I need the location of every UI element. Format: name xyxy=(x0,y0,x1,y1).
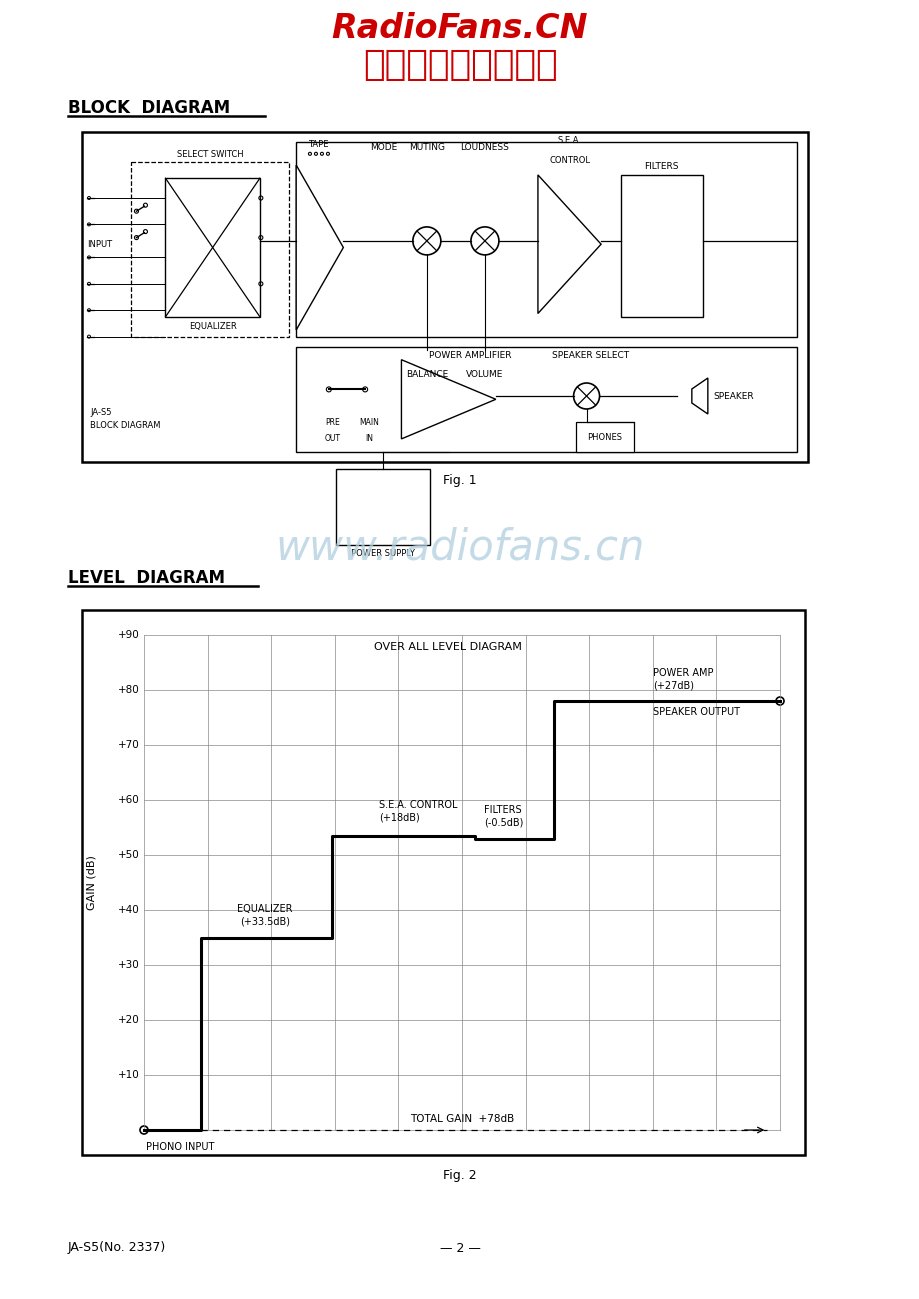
Text: GAIN (dB): GAIN (dB) xyxy=(87,855,96,909)
Text: +20: +20 xyxy=(119,1015,140,1025)
Text: PHONES: PHONES xyxy=(586,433,621,442)
Text: IN: IN xyxy=(364,434,372,443)
Text: S.E.A. CONTROL
(+18dB): S.E.A. CONTROL (+18dB) xyxy=(379,800,458,822)
Text: www.radiofans.cn: www.radiofans.cn xyxy=(275,526,644,568)
Text: POWER AMP
(+27dB): POWER AMP (+27dB) xyxy=(652,668,712,690)
Text: +50: +50 xyxy=(119,850,140,860)
Text: MODE: MODE xyxy=(369,143,396,152)
Bar xyxy=(296,142,796,336)
Bar xyxy=(575,422,633,452)
Text: TAPE: TAPE xyxy=(307,140,328,149)
Text: CONTROL: CONTROL xyxy=(549,156,589,165)
Text: TOTAL GAIN  +78dB: TOTAL GAIN +78dB xyxy=(410,1115,514,1124)
Text: VOLUME: VOLUME xyxy=(466,370,503,378)
Bar xyxy=(165,178,259,317)
Text: FILTERS: FILTERS xyxy=(644,162,678,171)
Text: OUT: OUT xyxy=(324,434,340,443)
Text: +60: +60 xyxy=(119,795,140,805)
Text: SPEAKER OUTPUT: SPEAKER OUTPUT xyxy=(652,707,739,717)
Text: POWER SUPPLY: POWER SUPPLY xyxy=(351,548,414,557)
Text: JA-S5(No. 2337): JA-S5(No. 2337) xyxy=(68,1242,166,1255)
Text: SELECT SWITCH: SELECT SWITCH xyxy=(176,149,244,158)
Polygon shape xyxy=(401,360,495,439)
Text: POWER AMPLIFIER: POWER AMPLIFIER xyxy=(428,351,511,360)
Text: S.E.A.: S.E.A. xyxy=(557,136,581,145)
Text: PRE: PRE xyxy=(324,418,339,427)
Text: PHONO INPUT: PHONO INPUT xyxy=(146,1142,214,1152)
Text: OVER ALL LEVEL DIAGRAM: OVER ALL LEVEL DIAGRAM xyxy=(374,642,522,652)
Text: Fig. 2: Fig. 2 xyxy=(443,1169,476,1182)
Text: LOUDNESS: LOUDNESS xyxy=(460,143,509,152)
Text: BLOCK  DIAGRAM: BLOCK DIAGRAM xyxy=(68,99,230,117)
Text: FILTERS
(-0.5dB): FILTERS (-0.5dB) xyxy=(483,805,523,827)
Text: INPUT: INPUT xyxy=(87,240,112,248)
Text: BALANCE: BALANCE xyxy=(405,370,448,378)
Polygon shape xyxy=(691,378,707,414)
Bar xyxy=(131,161,289,336)
Text: — 2 —: — 2 — xyxy=(439,1242,480,1255)
Bar xyxy=(296,347,796,452)
Polygon shape xyxy=(538,175,600,313)
Bar xyxy=(620,175,702,317)
Text: JA-S5
BLOCK DIAGRAM: JA-S5 BLOCK DIAGRAM xyxy=(90,408,160,430)
Text: SPEAKER SELECT: SPEAKER SELECT xyxy=(551,351,628,360)
Text: LEVEL  DIAGRAM: LEVEL DIAGRAM xyxy=(68,569,225,587)
Text: +40: +40 xyxy=(119,905,140,914)
Text: EQUALIZER: EQUALIZER xyxy=(188,322,236,331)
Bar xyxy=(82,132,807,462)
Text: SPEAKER: SPEAKER xyxy=(713,391,754,400)
Text: Fig. 1: Fig. 1 xyxy=(443,474,476,487)
Text: RadioFans.CN: RadioFans.CN xyxy=(332,12,587,44)
Text: +10: +10 xyxy=(119,1070,140,1079)
Text: +90: +90 xyxy=(119,630,140,640)
Text: MUTING: MUTING xyxy=(408,143,445,152)
Text: 收音机爱好者资料库: 收音机爱好者资料库 xyxy=(362,48,557,82)
Text: +80: +80 xyxy=(119,685,140,695)
Text: EQUALIZER
(+33.5dB): EQUALIZER (+33.5dB) xyxy=(237,904,292,926)
Text: MAIN: MAIN xyxy=(358,418,379,427)
Polygon shape xyxy=(296,165,343,330)
Bar xyxy=(335,469,430,544)
Text: +30: +30 xyxy=(119,960,140,970)
Text: +70: +70 xyxy=(119,740,140,750)
Bar xyxy=(82,611,804,1155)
